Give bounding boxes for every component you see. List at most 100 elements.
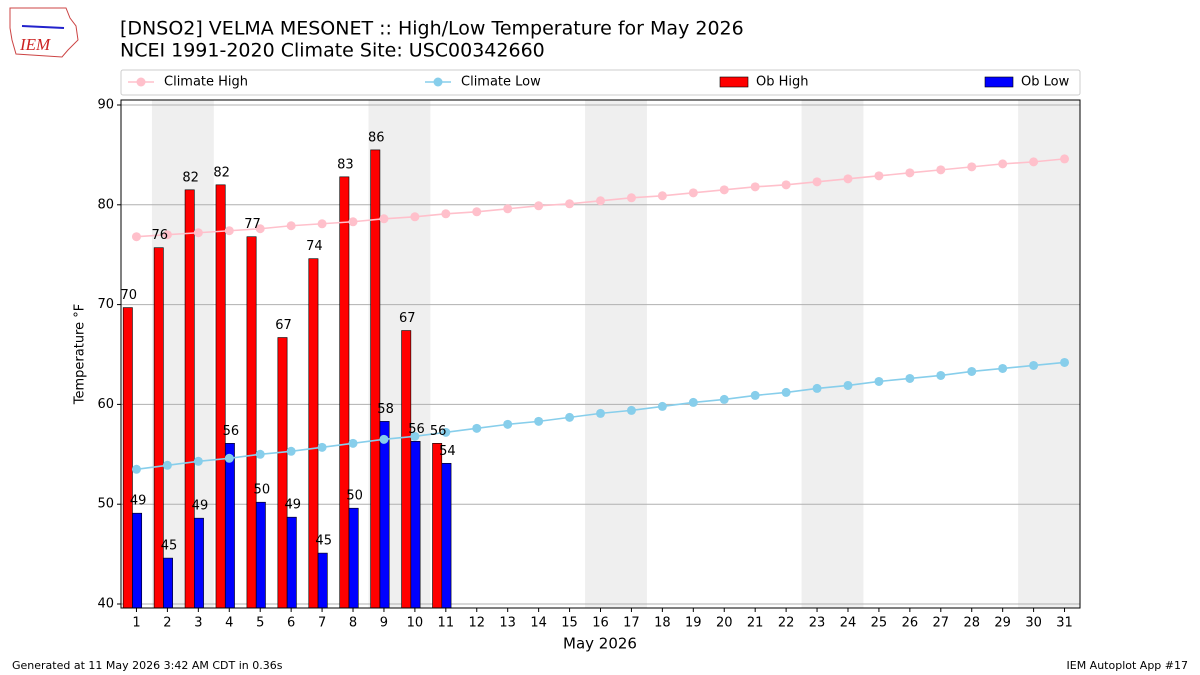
x-tick-label: 10 [407, 616, 424, 631]
point [688, 397, 698, 407]
x-tick-label: 9 [380, 616, 388, 631]
data-label: 67 [399, 311, 416, 326]
x-tick-label: 24 [840, 616, 857, 631]
x-tick-label: 23 [809, 616, 826, 631]
point [131, 232, 141, 242]
data-label: 86 [368, 130, 385, 145]
bar [246, 236, 257, 609]
y-tick-label: 40 [97, 597, 114, 612]
point [719, 185, 729, 195]
point [874, 376, 884, 386]
plot-frame [120, 99, 1081, 609]
x-tick-label: 5 [256, 616, 264, 631]
data-label: 76 [151, 228, 168, 243]
x-tick-label: 26 [902, 616, 919, 631]
x-tick-label: 8 [349, 616, 357, 631]
point [379, 434, 389, 444]
point [781, 180, 791, 190]
data-label: 82 [182, 170, 199, 185]
point [255, 224, 265, 234]
logo-line [21, 25, 65, 29]
x-tick-label: 29 [994, 616, 1011, 631]
logo-text: IEM [19, 35, 51, 54]
y-tick-label: 60 [97, 397, 114, 412]
bar [432, 443, 443, 609]
point [688, 188, 698, 198]
data-label: 67 [275, 318, 292, 333]
x-tick-label: 16 [592, 616, 609, 631]
chart-title: [DNSO2] VELMA MESONET :: High/Low Temper… [120, 18, 744, 40]
bar [441, 462, 452, 609]
point [224, 453, 234, 463]
point [967, 162, 977, 172]
y-tick-label: 80 [97, 197, 114, 212]
point [750, 182, 760, 192]
data-label: 45 [315, 534, 332, 549]
point [781, 387, 791, 397]
x-tick-label: 11 [438, 616, 455, 631]
x-tick-label: 7 [318, 616, 326, 631]
point [1029, 157, 1039, 167]
point [162, 230, 172, 240]
bar [401, 330, 412, 609]
legend [120, 69, 1081, 96]
data-label: 58 [377, 402, 394, 417]
point [596, 196, 605, 206]
x-tick-label: 27 [933, 616, 950, 631]
y-tick-label: 50 [97, 497, 114, 512]
point [441, 427, 451, 437]
x-tick-label: 31 [1056, 616, 1073, 631]
footer-left: Generated at 11 May 2026 3:42 AM CDT in … [12, 659, 283, 672]
legend-swatch [984, 76, 1014, 88]
bar [132, 512, 143, 609]
data-label: 49 [130, 494, 147, 509]
point [812, 383, 822, 393]
point [565, 412, 575, 422]
point [750, 390, 760, 400]
bar [286, 516, 297, 609]
x-tick-label: 6 [287, 616, 295, 631]
data-label: 77 [244, 217, 261, 232]
point [348, 217, 358, 227]
point [534, 201, 544, 211]
point [286, 446, 296, 456]
point [596, 408, 605, 418]
data-label: 50 [254, 483, 271, 498]
point [905, 373, 915, 383]
point [998, 159, 1008, 169]
data-label: 45 [161, 539, 178, 554]
plot [117, 99, 1081, 612]
point [626, 405, 636, 415]
point [657, 191, 667, 201]
point [255, 449, 265, 459]
point [905, 168, 915, 178]
point [193, 228, 203, 238]
legend-swatch [433, 77, 443, 87]
x-tick-label: 22 [778, 616, 795, 631]
point [936, 370, 946, 380]
weekend-band [1018, 100, 1080, 608]
point [348, 438, 358, 448]
x-tick-label: 25 [871, 616, 888, 631]
bar [194, 517, 204, 609]
point [317, 442, 327, 452]
bar [317, 552, 328, 609]
bar [308, 258, 319, 609]
point [998, 363, 1008, 373]
x-tick-label: 17 [623, 616, 640, 631]
point [626, 193, 636, 203]
data-label: 56 [223, 424, 240, 439]
point [719, 394, 729, 404]
point [503, 204, 513, 214]
point [812, 177, 822, 187]
bar [348, 507, 359, 609]
x-tick-label: 18 [654, 616, 671, 631]
point [441, 209, 451, 219]
point [410, 212, 420, 222]
data-label: 49 [192, 499, 209, 514]
point [1060, 154, 1070, 164]
x-axis-label: May 2026 [563, 635, 637, 653]
bar [163, 557, 173, 609]
point [193, 456, 203, 466]
